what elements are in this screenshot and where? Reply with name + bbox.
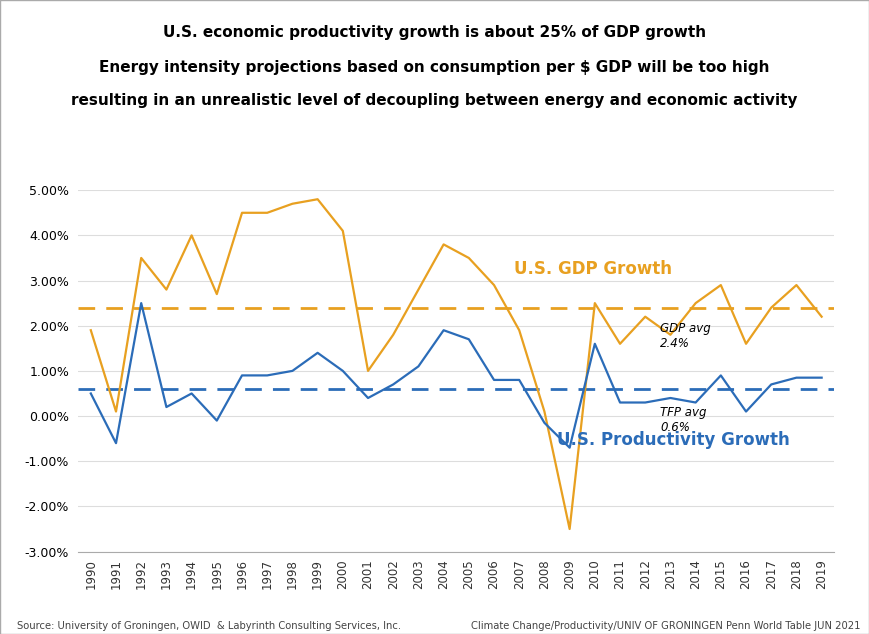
Text: U.S. GDP Growth: U.S. GDP Growth (514, 260, 673, 278)
Text: U.S. economic productivity growth is about 25% of GDP growth: U.S. economic productivity growth is abo… (163, 25, 706, 41)
Text: Source: University of Groningen, OWID  & Labyrinth Consulting Services, Inc.: Source: University of Groningen, OWID & … (17, 621, 401, 631)
Text: Energy intensity projections based on consumption per $ GDP will be too high: Energy intensity projections based on co… (99, 60, 770, 75)
Text: resulting in an unrealistic level of decoupling between energy and economic acti: resulting in an unrealistic level of dec… (71, 93, 798, 108)
Text: U.S. Productivity Growth: U.S. Productivity Growth (557, 430, 790, 448)
Text: TFP avg
0.6%: TFP avg 0.6% (660, 406, 706, 434)
Text: GDP avg
2.4%: GDP avg 2.4% (660, 322, 711, 350)
Text: Climate Change/Productivity/UNIV OF GRONINGEN Penn World Table JUN 2021: Climate Change/Productivity/UNIV OF GRON… (471, 621, 860, 631)
